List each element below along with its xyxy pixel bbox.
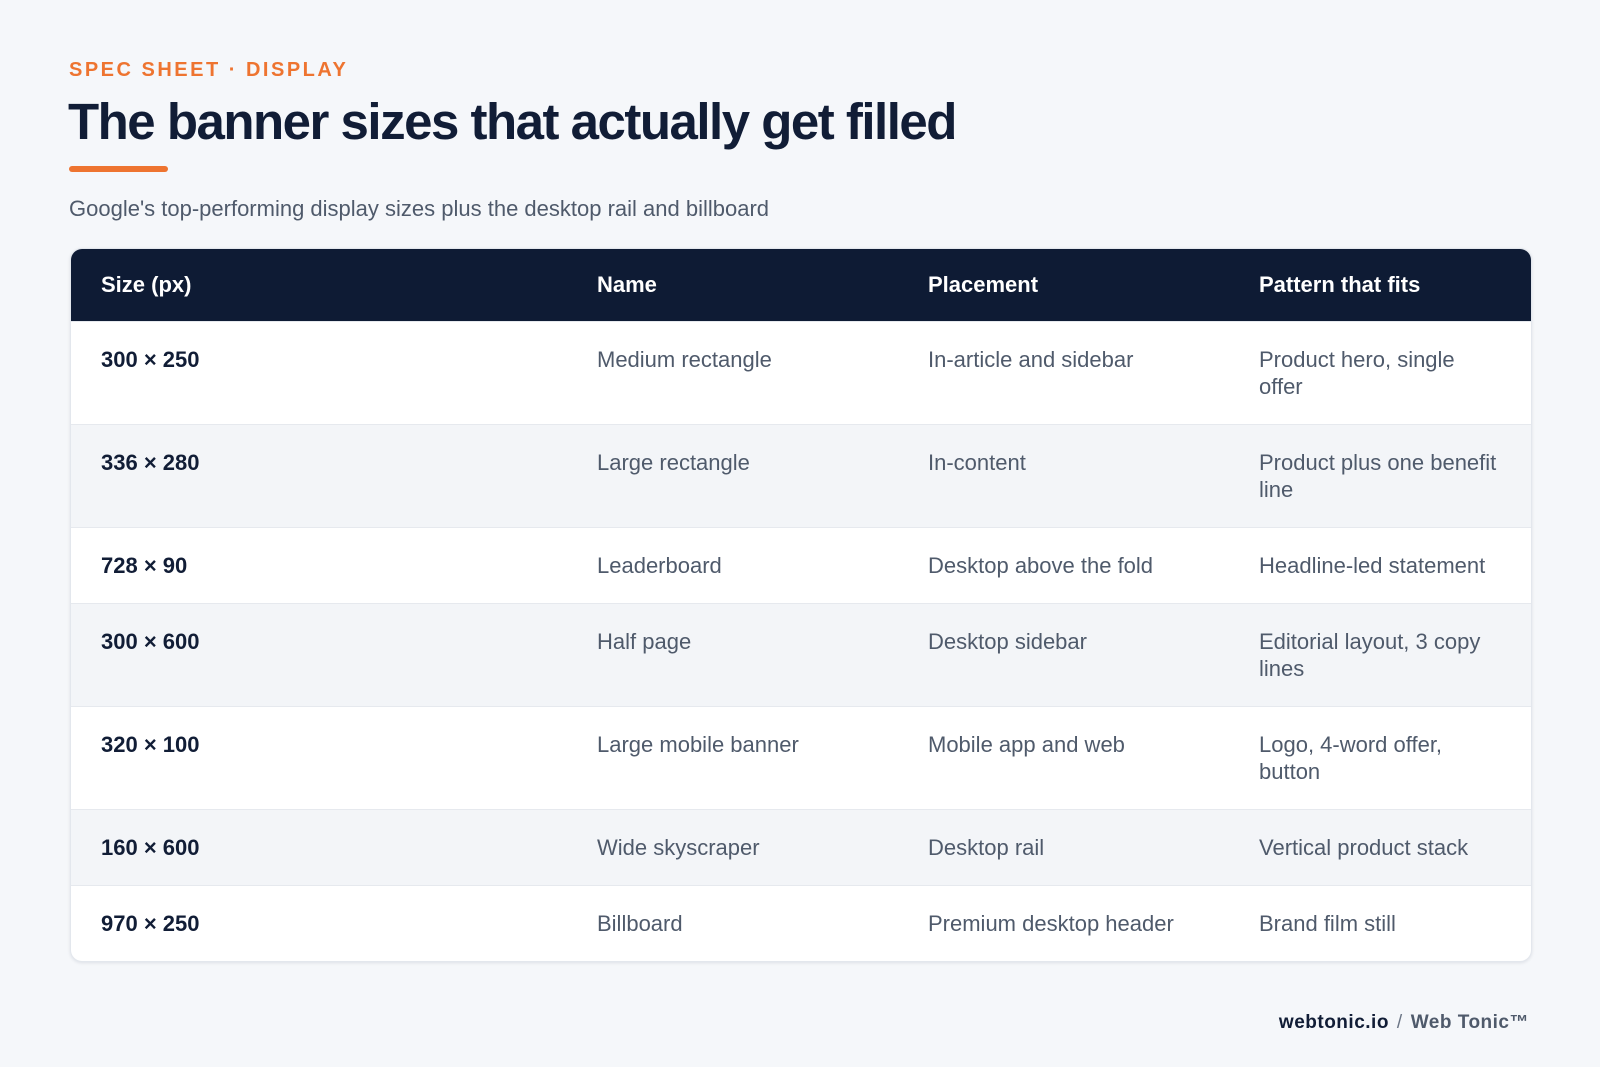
- footer-domain: webtonic.io: [1278, 1012, 1389, 1033]
- column-header: Placement: [898, 249, 1229, 322]
- table-cell: Headline-led statement: [1229, 527, 1531, 604]
- table-row: 320 × 100 Large mobile banner Mobile app a…: [71, 706, 1531, 810]
- footer-separator: /: [1396, 1012, 1403, 1033]
- table-cell: In-content: [898, 424, 1229, 528]
- footer-brand: Web Tonic™: [1410, 1012, 1529, 1033]
- table-cell: Premium desktop header: [898, 885, 1229, 961]
- table-cell: Editorial layout, 3 copy lines: [1229, 603, 1531, 707]
- table-cell: Desktop sidebar: [898, 603, 1229, 707]
- table-cell: 300 × 600: [71, 603, 567, 707]
- table-row: 300 × 250 Medium rectangle In-article and …: [71, 321, 1531, 425]
- accent-rule: [69, 166, 168, 172]
- table-cell: 320 × 100: [71, 706, 567, 810]
- column-header: Size (px): [71, 249, 567, 322]
- column-header: Pattern that fits: [1229, 249, 1531, 322]
- table-cell: 728 × 90: [71, 527, 567, 604]
- table-cell: Mobile app and web: [898, 706, 1229, 810]
- table-cell: Large mobile banner: [567, 706, 898, 810]
- table-cell: Logo, 4-word offer, button: [1229, 706, 1531, 810]
- table-cell: In-article and sidebar: [898, 321, 1229, 425]
- table-cell: Medium rectangle: [567, 321, 898, 425]
- table-cell: 300 × 250: [71, 321, 567, 425]
- table-row: 728 × 90 Leaderboard Desktop above the fol…: [71, 527, 1531, 604]
- table-cell: Desktop above the fold: [898, 527, 1229, 604]
- table-cell: Large rectangle: [567, 424, 898, 528]
- table-cell: 160 × 600: [71, 809, 567, 886]
- header-row: Size (px) Name Placement Pattern that fits: [71, 249, 1531, 322]
- table-cell: Leaderboard: [567, 527, 898, 604]
- table-cell: Product hero, single offer: [1229, 321, 1531, 425]
- footer: webtonic.io / Web Tonic™: [1279, 1012, 1529, 1034]
- table-row: 300 × 600 Half page Desktop sidebar Editori…: [71, 603, 1531, 707]
- subtitle: Google's top-performing display sizes pl…: [69, 196, 770, 221]
- title: The banner sizes that actually get fille…: [68, 93, 957, 150]
- eyebrow: SPEC SHEET · DISPLAY: [69, 59, 349, 81]
- table-cell: Product plus one benefit line: [1229, 424, 1531, 528]
- table-card: Size (px) Name Placement Pattern that fits …: [70, 248, 1532, 962]
- spec-table: Size (px) Name Placement Pattern that fits …: [71, 249, 1531, 961]
- table-cell: Billboard: [567, 885, 898, 961]
- table-cell: Desktop rail: [898, 809, 1229, 886]
- table-cell: 336 × 280: [71, 424, 567, 528]
- table-cell: Wide skyscraper: [567, 809, 898, 886]
- table-cell: Half page: [567, 603, 898, 707]
- table-row: 336 × 280 Large rectangle In-content Produc…: [71, 424, 1531, 528]
- table-cell: Brand film still: [1229, 885, 1531, 961]
- table-row: 970 × 250 Billboard Premium desktop header…: [71, 885, 1531, 961]
- table-cell: Vertical product stack: [1229, 809, 1531, 886]
- table-cell: 970 × 250: [71, 885, 567, 961]
- column-header: Name: [567, 249, 898, 322]
- table-row: 160 × 600 Wide skyscraper Desktop rail Vert…: [71, 809, 1531, 886]
- table-body: 300 × 250 Medium rectangle In-article and …: [71, 321, 1531, 961]
